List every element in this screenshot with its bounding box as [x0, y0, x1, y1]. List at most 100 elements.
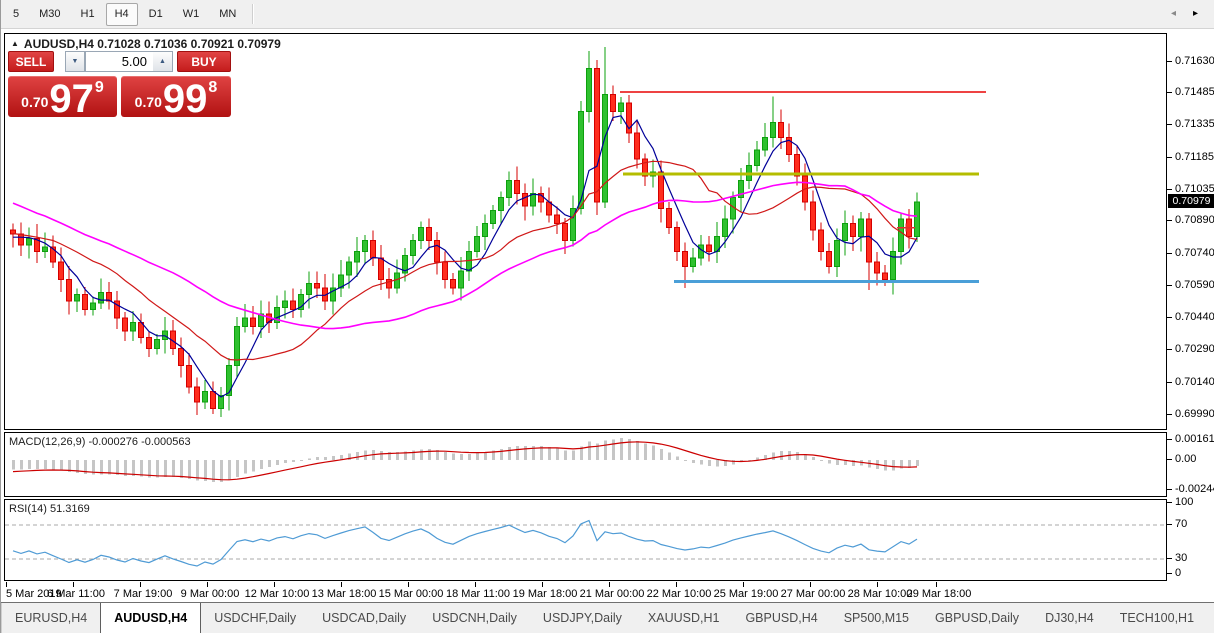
macd-indicator-label: MACD(12,26,9) -0.000276 -0.000563	[9, 436, 191, 448]
rsi-axis-tick	[1167, 502, 1172, 503]
chart-tab-dj30-h4[interactable]: DJ30,H4	[1045, 611, 1094, 625]
buy-price-box[interactable]: 0.70 99 8	[121, 76, 231, 121]
date-axis-label: 9 Mar 00:00	[180, 588, 240, 600]
timeframe-button-h4[interactable]: H4	[105, 2, 138, 26]
macd-axis-tick	[1167, 459, 1172, 460]
price-axis-tick	[1167, 317, 1172, 319]
timeframe-button-d1[interactable]: D1	[148, 8, 163, 20]
price-axis-tick	[1167, 349, 1172, 351]
sell-price-sup: 9	[94, 79, 104, 96]
chart-tab-audusd-h4[interactable]: AUDUSD,H4	[100, 603, 202, 633]
rsi-axis-tick	[1167, 573, 1172, 574]
sell-button[interactable]: SELL	[8, 51, 54, 72]
buy-button[interactable]: BUY	[177, 51, 231, 72]
price-axis-tick	[1167, 252, 1172, 254]
macd-axis-label: -0.002443	[1175, 483, 1214, 495]
timeframe-button-m30[interactable]: M30	[39, 8, 61, 20]
price-axis-tick	[1167, 284, 1172, 286]
date-axis-label: 22 Mar 10:00	[646, 588, 712, 600]
macd-axis-label: 0.00	[1175, 453, 1197, 465]
date-axis-tick	[73, 582, 74, 587]
volume-increase-button[interactable]: ▲	[153, 51, 173, 72]
main-chart-canvas[interactable]	[4, 33, 1167, 430]
rsi-axis-tick	[1167, 524, 1172, 525]
timeframe-button-5[interactable]: 5	[13, 8, 20, 20]
date-axis-label: 21 Mar 00:00	[579, 588, 645, 600]
timeframe-button-mn[interactable]: MN	[219, 8, 237, 20]
date-axis-tick	[542, 582, 543, 587]
chart-tab-usdcnh-daily[interactable]: USDCNH,Daily	[432, 611, 517, 625]
tab-bar-spacer	[1, 603, 2, 633]
buy-price-sup: 8	[208, 79, 218, 96]
sell-price-box[interactable]: 0.70 97 9	[8, 76, 117, 121]
date-axis-tick	[6, 582, 7, 587]
timeframe-button-w1[interactable]: W1	[182, 8, 200, 20]
rsi-axis-label: 30	[1175, 552, 1188, 564]
date-axis-tick	[341, 582, 342, 587]
one-click-trade-widget: SELL ▼ ▲ BUY 0.70 97 9 0.70 99 8	[8, 51, 231, 121]
chart-tab-gbpusd-h4[interactable]: GBPUSD,H4	[745, 611, 818, 625]
date-axis: 5 Mar 2019 6 Mar 11:00 7 Mar 19:00 9 Mar 00…	[4, 581, 1167, 601]
macd-axis-label: 0.001615	[1175, 433, 1214, 445]
rsi-axis-label: 70	[1175, 518, 1188, 530]
tab-scroll-right-icon[interactable]: ▸	[1192, 8, 1198, 19]
sell-price-big: 97	[49, 77, 94, 121]
date-axis-tick	[609, 582, 610, 587]
timeframe-button-h1[interactable]: H1	[80, 8, 95, 20]
date-axis-tick	[676, 582, 677, 587]
date-axis-tick	[207, 582, 208, 587]
date-axis-label: 6 Mar 11:00	[47, 588, 105, 600]
chart-tab-bar: EURUSD,H4 AUDUSD,H4 USDCHF,Daily USDCAD,Dai…	[1, 602, 1214, 633]
price-axis-tick	[1167, 220, 1172, 222]
date-axis-tick	[877, 582, 878, 587]
chart-tab-eurusd-h4[interactable]: EURUSD,H4	[15, 611, 88, 625]
volume-decrease-button[interactable]: ▼	[65, 51, 85, 72]
date-axis-label: 29 Mar 18:00	[906, 588, 972, 600]
macd-panel-canvas[interactable]	[4, 432, 1167, 497]
price-axis-label: 0.70590	[1175, 278, 1214, 291]
collapse-arrow-icon[interactable]: ▲	[11, 39, 19, 48]
chart-tab-sp500-m15[interactable]: SP500,M15	[843, 611, 910, 625]
rsi-indicator-label: RSI(14) 51.3169	[9, 503, 90, 515]
toolbar-separator	[252, 4, 255, 24]
chart-tab-xauusd-h1[interactable]: XAUUSD,H1	[647, 611, 720, 625]
rsi-axis-label: 100	[1175, 496, 1194, 508]
chart-tab-usdcad-daily[interactable]: USDCAD,Daily	[322, 611, 407, 625]
macd-axis-tick	[1167, 439, 1172, 440]
macd-axis-tick	[1167, 489, 1172, 490]
date-axis-tick	[140, 582, 141, 587]
date-axis-label: 25 Mar 19:00	[713, 588, 779, 600]
tab-scroll-left-icon[interactable]: ◂	[1170, 8, 1176, 19]
price-axis-tick	[1167, 189, 1172, 191]
price-axis-label: 0.70740	[1175, 246, 1214, 259]
price-axis-label: 0.69990	[1175, 407, 1214, 420]
price-axis-tick	[1167, 381, 1172, 383]
chart-tab-tech100-h1[interactable]: TECH100,H1	[1119, 611, 1195, 625]
date-axis-label: 28 Mar 10:00	[847, 588, 913, 600]
chart-tab-ukoil[interactable]: UKOil,	[1207, 603, 1214, 633]
price-axis-tick	[1167, 413, 1172, 415]
rsi-axis-label: 0	[1175, 567, 1182, 579]
chart-tab-usdchf-daily[interactable]: USDCHF,Daily	[214, 611, 297, 625]
date-axis-tick	[743, 582, 744, 587]
date-axis-tick	[408, 582, 409, 587]
chart-tab-gbpusd-daily[interactable]: GBPUSD,Daily	[935, 611, 1020, 625]
date-axis-tick	[810, 582, 811, 587]
date-axis-label: 18 Mar 11:00	[445, 588, 510, 600]
price-axis-label: 0.70140	[1175, 375, 1214, 388]
price-axis-tick	[1167, 61, 1172, 62]
date-axis-tick	[475, 582, 476, 587]
rsi-panel-canvas[interactable]	[4, 499, 1167, 581]
buy-price-big: 99	[162, 77, 208, 121]
date-axis-tick	[936, 582, 937, 587]
volume-input[interactable]	[85, 51, 153, 72]
price-axis-label: 0.71485	[1175, 86, 1214, 99]
price-axis-tick	[1167, 124, 1172, 126]
chart-tab-usdjpy-daily[interactable]: USDJPY,Daily	[542, 611, 622, 625]
date-axis-label: 12 Mar 10:00	[244, 588, 310, 600]
date-axis-label: 7 Mar 19:00	[113, 588, 173, 600]
sell-price-prefix: 0.70	[21, 94, 49, 110]
price-axis-label: 0.70890	[1175, 214, 1214, 227]
price-axis-label: 0.70440	[1175, 311, 1214, 324]
